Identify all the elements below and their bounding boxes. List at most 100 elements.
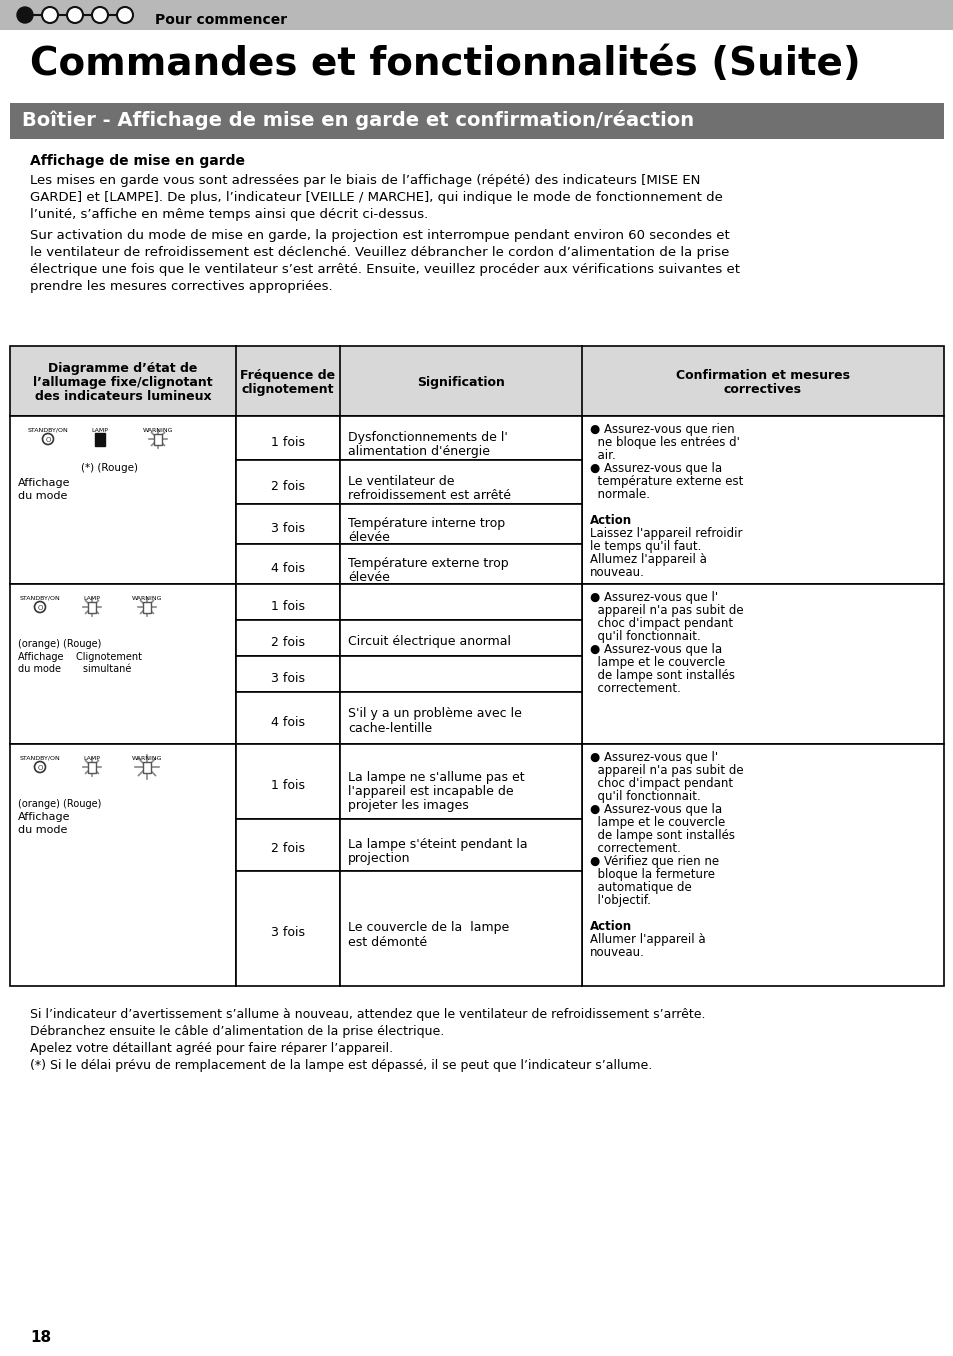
Bar: [10, 584, 235, 744]
Text: ● Assurez-vous que l': ● Assurez-vous que l': [589, 591, 718, 603]
Bar: [235, 656, 339, 692]
Text: le temps qu'il faut.: le temps qu'il faut.: [589, 540, 700, 553]
Bar: [235, 416, 339, 460]
Text: ne bloque les entrées d': ne bloque les entrées d': [589, 437, 740, 449]
Text: WARNING: WARNING: [132, 597, 162, 601]
Bar: [581, 584, 943, 744]
Text: 4 fois: 4 fois: [271, 561, 305, 575]
Bar: [339, 744, 581, 819]
Text: Confirmation et mesures: Confirmation et mesures: [676, 369, 849, 382]
Text: ● Assurez-vous que la: ● Assurez-vous que la: [589, 803, 721, 816]
Text: appareil n'a pas subit de: appareil n'a pas subit de: [589, 763, 742, 777]
Text: air.: air.: [589, 449, 615, 462]
Text: Affichage: Affichage: [18, 479, 71, 488]
Text: ● Vérifiez que rien ne: ● Vérifiez que rien ne: [589, 856, 719, 868]
Text: (*) Si le délai prévu de remplacement de la lampe est dépassé, il se peut que l’: (*) Si le délai prévu de remplacement de…: [30, 1059, 652, 1073]
Text: Fréquence de: Fréquence de: [240, 369, 335, 382]
Text: correctement.: correctement.: [589, 842, 680, 856]
Bar: [339, 460, 581, 504]
Text: le ventilateur de refroidissement est déclenché. Veuillez débrancher le cordon d: le ventilateur de refroidissement est dé…: [30, 245, 729, 259]
Text: (*) (Rouge): (*) (Rouge): [81, 462, 138, 473]
Circle shape: [67, 7, 83, 23]
Text: Allumer l'appareil à: Allumer l'appareil à: [589, 933, 705, 946]
Text: Circuit électrique anormal: Circuit électrique anormal: [348, 635, 511, 648]
Text: 2 fois: 2 fois: [271, 636, 305, 648]
Circle shape: [91, 7, 108, 23]
Text: Pour commencer: Pour commencer: [154, 14, 287, 27]
Text: lampe et le couvercle: lampe et le couvercle: [589, 816, 724, 829]
Text: WARNING: WARNING: [143, 428, 173, 433]
Text: nouveau.: nouveau.: [589, 946, 644, 959]
Text: Température interne trop: Température interne trop: [348, 517, 504, 530]
Text: Dysfonctionnements de l': Dysfonctionnements de l': [348, 431, 507, 443]
Text: LAMP: LAMP: [91, 428, 109, 433]
Text: refroidissement est arrêté: refroidissement est arrêté: [348, 490, 511, 502]
Text: est démonté: est démonté: [348, 936, 427, 948]
Circle shape: [117, 7, 132, 23]
Text: STANDBY/ON: STANDBY/ON: [20, 597, 60, 601]
Bar: [581, 744, 943, 986]
Text: ● Assurez-vous que la: ● Assurez-vous que la: [589, 643, 721, 656]
Text: 18: 18: [30, 1330, 51, 1345]
Bar: [339, 544, 581, 584]
Text: Allumez l'appareil à: Allumez l'appareil à: [589, 553, 706, 565]
Text: appareil n'a pas subit de: appareil n'a pas subit de: [589, 603, 742, 617]
Text: correctement.: correctement.: [589, 682, 680, 696]
Text: Apelez votre détaillant agréé pour faire réparer l’appareil.: Apelez votre détaillant agréé pour faire…: [30, 1041, 393, 1055]
Text: La lampe ne s'allume pas et: La lampe ne s'allume pas et: [348, 772, 524, 784]
Text: S'il y a un problème avec le: S'il y a un problème avec le: [348, 708, 521, 720]
Text: du mode: du mode: [18, 491, 68, 500]
Text: l'appareil est incapable de: l'appareil est incapable de: [348, 785, 513, 797]
Circle shape: [17, 7, 33, 23]
Text: Affichage de mise en garde: Affichage de mise en garde: [30, 155, 245, 168]
Text: cache-lentille: cache-lentille: [348, 721, 432, 735]
Bar: [10, 103, 943, 140]
Bar: [235, 819, 339, 871]
Bar: [235, 584, 339, 620]
Text: bloque la fermeture: bloque la fermeture: [589, 868, 714, 881]
Text: l'objectif.: l'objectif.: [589, 894, 650, 907]
Bar: [339, 819, 581, 871]
Text: du mode: du mode: [18, 824, 68, 835]
Text: WARNING: WARNING: [132, 757, 162, 761]
Text: choc d'impact pendant: choc d'impact pendant: [589, 777, 732, 791]
Text: 4 fois: 4 fois: [271, 716, 305, 728]
Text: ● Assurez-vous que la: ● Assurez-vous que la: [589, 462, 721, 475]
Bar: [88, 602, 96, 613]
Bar: [235, 744, 339, 819]
Text: électrique une fois que le ventilateur s’est arrêté. Ensuite, veuillez procéder : électrique une fois que le ventilateur s…: [30, 263, 740, 277]
Text: Action: Action: [589, 919, 632, 933]
Text: Signification: Signification: [416, 376, 504, 389]
Text: (orange) (Rouge): (orange) (Rouge): [18, 799, 101, 810]
Text: prendre les mesures correctives appropriées.: prendre les mesures correctives appropri…: [30, 279, 333, 293]
Bar: [95, 433, 105, 446]
Text: 1 fois: 1 fois: [271, 435, 305, 449]
Text: de lampe sont installés: de lampe sont installés: [589, 829, 734, 842]
Text: 2 fois: 2 fois: [271, 480, 305, 492]
Text: ● Assurez-vous que rien: ● Assurez-vous que rien: [589, 423, 734, 437]
Bar: [235, 620, 339, 656]
Text: Si l’indicateur d’avertissement s’allume à nouveau, attendez que le ventilateur : Si l’indicateur d’avertissement s’allume…: [30, 1008, 705, 1021]
Text: 1 fois: 1 fois: [271, 599, 305, 613]
Text: 3 fois: 3 fois: [271, 671, 305, 685]
Text: O: O: [37, 605, 43, 612]
Text: projection: projection: [348, 852, 410, 865]
Text: clignotement: clignotement: [241, 382, 334, 396]
Bar: [339, 871, 581, 986]
Bar: [235, 460, 339, 504]
Bar: [10, 416, 235, 584]
Bar: [339, 620, 581, 656]
Text: Action: Action: [589, 514, 632, 527]
Text: projeter les images: projeter les images: [348, 799, 468, 812]
Text: nouveau.: nouveau.: [589, 565, 644, 579]
Text: 1 fois: 1 fois: [271, 778, 305, 792]
Text: LAMP: LAMP: [84, 597, 100, 601]
Text: automatique de: automatique de: [589, 881, 691, 894]
Text: choc d'impact pendant: choc d'impact pendant: [589, 617, 732, 631]
Bar: [235, 871, 339, 986]
Bar: [88, 762, 96, 773]
Text: Sur activation du mode de mise en garde, la projection est interrompue pendant e: Sur activation du mode de mise en garde,…: [30, 229, 729, 241]
Text: STANDBY/ON: STANDBY/ON: [28, 428, 69, 433]
Text: correctives: correctives: [723, 382, 801, 396]
Text: Le couvercle de la  lampe: Le couvercle de la lampe: [348, 922, 509, 934]
